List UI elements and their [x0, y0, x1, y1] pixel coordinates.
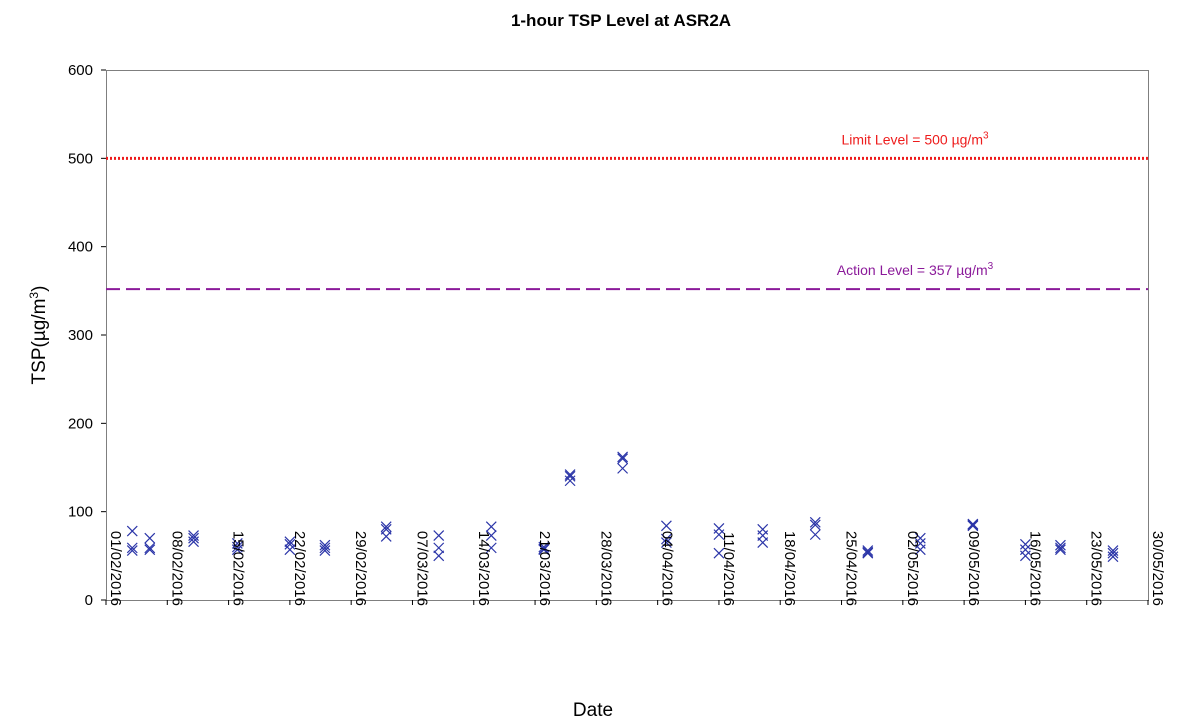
data-point: [188, 532, 199, 544]
y-axis: 0 100 200 300 400 500 600: [68, 62, 106, 609]
data-point: [1055, 539, 1066, 551]
data-point: [433, 542, 445, 554]
y-tick-label: 200: [68, 415, 93, 432]
reference-line-label-text: Limit Level = 500 µg/m: [841, 131, 983, 147]
data-point: [433, 550, 445, 562]
y-axis-label-main: TSP(µg/m: [29, 299, 50, 385]
data-point: [862, 547, 874, 559]
data-point: [126, 525, 138, 537]
x-tick-label: 21/03/2016: [536, 531, 553, 606]
data-point: [713, 547, 725, 559]
x-tick-label: 01/02/2016: [107, 531, 124, 606]
x-tick-label: 30/05/2016: [1149, 531, 1166, 606]
data-point: [967, 520, 979, 532]
data-point: [1055, 544, 1066, 556]
y-axis-label: TSP(µg/m3): [27, 286, 50, 385]
data-point: [809, 529, 821, 541]
data-point: [1055, 542, 1066, 554]
data-point: [485, 530, 497, 541]
x-tick-label: 16/05/2016: [1026, 531, 1043, 606]
x-tick-label: 25/04/2016: [843, 531, 860, 606]
x-tick-label: 14/03/2016: [475, 531, 492, 606]
y-tick-label: 0: [85, 592, 93, 609]
data-point: [1019, 550, 1031, 562]
y-tick-label: 400: [68, 239, 93, 256]
data-point: [809, 519, 821, 531]
data-point: [1107, 547, 1119, 559]
data-point: [617, 451, 629, 463]
data-point: [144, 542, 156, 554]
data-point: [231, 541, 243, 553]
data-point: [809, 516, 821, 528]
data-point: [188, 536, 199, 548]
x-axis-label: Date: [573, 700, 613, 721]
data-point: [564, 475, 576, 487]
reference-line-label-superscript: 3: [983, 130, 989, 141]
data-point: [126, 542, 138, 554]
data-point: [144, 544, 156, 556]
data-point: [862, 545, 874, 556]
data-point: [538, 544, 550, 556]
x-tick-label: 02/05/2016: [904, 531, 921, 606]
x-tick-label: 22/02/2016: [291, 531, 308, 606]
x-tick-label: 23/05/2016: [1088, 531, 1105, 606]
x-tick-label: 09/05/2016: [965, 531, 982, 606]
data-point: [1107, 551, 1119, 563]
data-point: [319, 539, 331, 551]
data-point: [485, 542, 497, 554]
data-point: [967, 519, 979, 531]
data-point: [967, 518, 979, 530]
data-point: [231, 544, 243, 556]
y-tick-label: 500: [68, 150, 93, 167]
x-tick-label: 07/03/2016: [413, 531, 430, 606]
y-axis-label-superscript: 3: [27, 292, 41, 299]
data-point: [617, 462, 629, 474]
x-tick-label: 28/03/2016: [597, 531, 614, 606]
y-tick-label: 100: [68, 504, 93, 521]
x-axis: 01/02/2016 08/02/2016 15/02/2016 22/02/2016…: [105, 531, 1166, 606]
data-point: [319, 542, 331, 554]
x-tick-label: 08/02/2016: [168, 531, 185, 606]
reference-line-label: Action Level = 357 µg/m3: [837, 261, 994, 278]
reference-line-label: Limit Level = 500 µg/m3: [841, 130, 989, 147]
x-tick-label: 18/04/2016: [781, 531, 798, 606]
data-point: [660, 537, 672, 549]
data-point: [660, 520, 672, 532]
chart-title: 1-hour TSP Level at ASR2A: [511, 11, 731, 30]
data-point: [862, 546, 874, 558]
data-point: [319, 545, 331, 556]
data-point: [564, 470, 576, 482]
data-point: [538, 541, 550, 553]
x-tick-label: 11/04/2016: [720, 532, 737, 606]
data-point: [914, 544, 926, 556]
data-point: [284, 538, 296, 550]
data-point: [284, 544, 296, 556]
data-point: [144, 532, 156, 544]
y-tick-label: 600: [68, 62, 93, 79]
data-point: [485, 521, 497, 533]
data-point: [433, 530, 445, 541]
data-point: [914, 532, 926, 544]
data-point: [660, 533, 672, 545]
reference-line-label-superscript: 3: [988, 261, 994, 272]
data-point: [617, 453, 629, 465]
y-tick-label: 300: [68, 327, 93, 344]
y-axis-label-close: ): [29, 286, 50, 292]
plot-area: [106, 70, 1149, 601]
data-point: [380, 530, 392, 542]
x-tick-label: 29/02/2016: [352, 531, 369, 606]
reference-line-label-text: Action Level = 357 µg/m: [837, 262, 988, 278]
x-tick-label: 15/02/2016: [230, 531, 247, 606]
data-point: [757, 537, 769, 549]
data-point: [713, 529, 725, 541]
data-point: [126, 545, 138, 556]
data-point: [1019, 538, 1031, 550]
data-points: [126, 451, 1119, 563]
data-point: [284, 536, 296, 548]
data-point: [380, 521, 392, 533]
data-point: [538, 543, 550, 555]
x-tick-label: 04/04/2016: [659, 531, 676, 606]
